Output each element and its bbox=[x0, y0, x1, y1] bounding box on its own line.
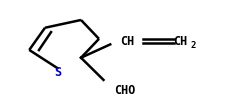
Text: CH: CH bbox=[120, 35, 134, 48]
Text: CHO: CHO bbox=[114, 84, 135, 97]
Text: 2: 2 bbox=[191, 41, 196, 50]
Text: CH: CH bbox=[173, 35, 187, 48]
Text: S: S bbox=[54, 66, 61, 79]
